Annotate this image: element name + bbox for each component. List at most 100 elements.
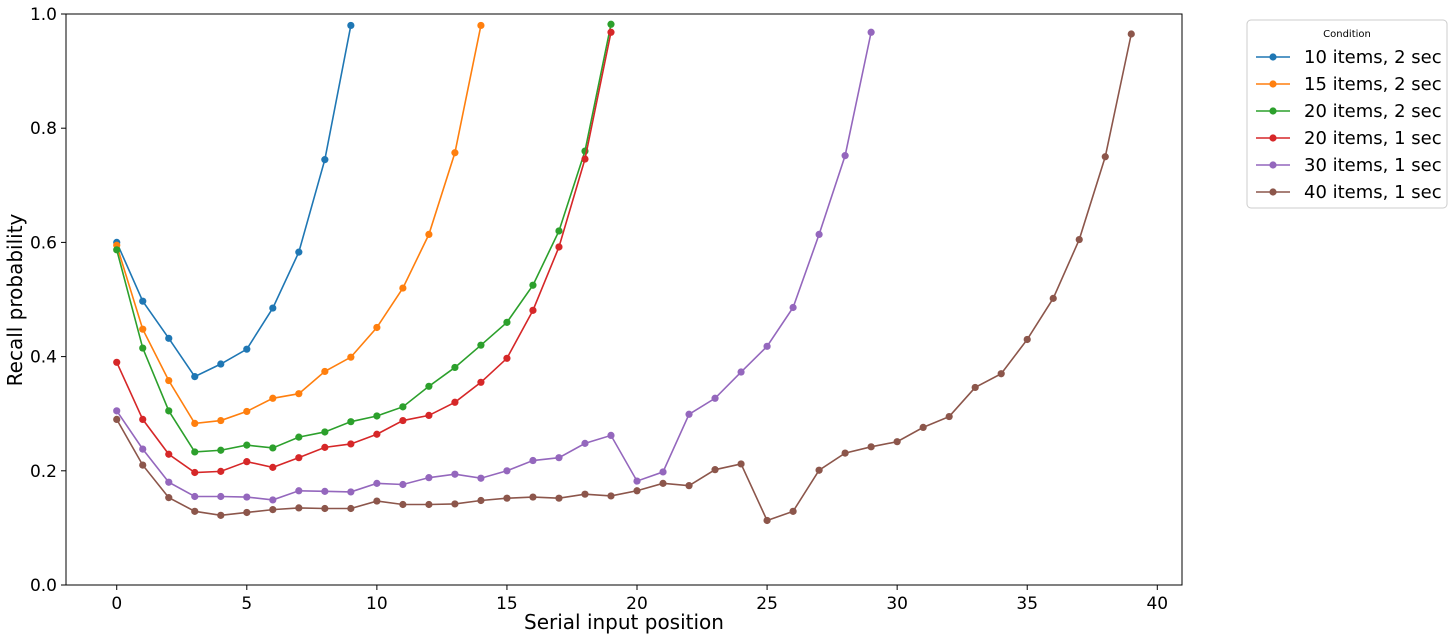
series-line <box>116 33 1133 522</box>
data-point <box>295 487 303 495</box>
data-point <box>425 382 433 390</box>
data-point <box>789 507 797 515</box>
x-tick-label: 15 <box>496 594 518 614</box>
data-point <box>295 390 303 398</box>
data-point <box>477 21 485 30</box>
data-point <box>165 334 173 342</box>
legend-entry: 30 items, 1 sec <box>1256 155 1442 176</box>
data-point <box>191 468 199 477</box>
data-point <box>789 303 797 312</box>
data-point <box>373 430 381 438</box>
y-tick-label: 0.4 <box>30 348 57 368</box>
data-point <box>269 463 277 471</box>
data-point <box>399 403 407 411</box>
data-point <box>581 439 589 447</box>
legend-marker <box>1269 161 1277 169</box>
data-point <box>165 407 173 415</box>
data-point <box>659 468 667 476</box>
data-point <box>815 230 823 239</box>
data-point <box>295 454 303 462</box>
data-point <box>945 412 953 421</box>
data-point <box>191 507 199 515</box>
data-point <box>1049 294 1057 302</box>
series <box>113 30 1135 525</box>
legend-label: 30 items, 1 sec <box>1304 155 1442 176</box>
data-point <box>607 28 615 36</box>
data-point <box>243 407 251 416</box>
data-point <box>269 444 277 452</box>
x-axis-label: Serial input position <box>524 610 724 634</box>
data-point <box>295 248 303 256</box>
series <box>113 21 485 428</box>
data-point <box>217 416 225 425</box>
data-point <box>529 306 537 314</box>
data-point <box>711 466 719 474</box>
y-axis-label: Recall probability <box>3 213 27 386</box>
data-point <box>399 284 407 292</box>
series-layer <box>113 20 1135 525</box>
data-point <box>321 156 329 164</box>
y-tick-label: 0.6 <box>30 233 57 253</box>
data-point <box>555 494 563 502</box>
data-point <box>217 492 225 501</box>
data-point <box>243 345 251 353</box>
series <box>113 28 615 477</box>
data-point <box>347 504 355 513</box>
series <box>113 20 615 456</box>
data-point <box>139 415 147 424</box>
data-point <box>347 353 355 361</box>
data-point <box>685 410 693 418</box>
data-point <box>451 149 459 157</box>
data-point <box>451 363 459 372</box>
x-tick-label: 40 <box>1146 594 1168 614</box>
data-point <box>347 488 355 496</box>
data-point <box>633 477 641 485</box>
data-point <box>477 378 485 386</box>
x-tick-label: 30 <box>886 594 908 614</box>
data-point <box>165 494 173 502</box>
data-point <box>165 376 173 385</box>
data-point <box>321 487 329 495</box>
x-tick-label: 35 <box>1016 594 1038 614</box>
data-point <box>477 341 485 349</box>
data-point <box>269 394 277 402</box>
y-tick-label: 0.2 <box>30 462 57 482</box>
data-point <box>815 466 823 474</box>
data-point <box>321 367 329 376</box>
data-point <box>529 493 537 501</box>
legend-frame <box>1246 19 1448 209</box>
data-point <box>399 416 407 425</box>
data-point <box>1023 335 1031 344</box>
x-tick-label: 5 <box>241 594 252 614</box>
data-point <box>399 500 407 509</box>
data-point <box>763 342 771 350</box>
data-point <box>373 479 381 487</box>
x-tick-label: 10 <box>366 594 388 614</box>
data-point <box>607 431 615 439</box>
legend: Condition 10 items, 2 sec 15 items, 2 sec… <box>1246 19 1448 209</box>
data-point <box>633 487 641 495</box>
data-point <box>503 494 511 502</box>
data-point <box>113 407 121 415</box>
legend-label: 20 items, 1 sec <box>1304 128 1442 149</box>
data-point <box>893 438 901 446</box>
data-point <box>529 456 537 465</box>
data-point <box>503 318 511 326</box>
data-point <box>217 467 225 475</box>
legend-marker <box>1269 80 1277 88</box>
data-point <box>295 504 303 512</box>
plot-frame <box>65 13 1183 586</box>
data-point <box>451 470 459 478</box>
legend-label: 20 items, 2 sec <box>1304 101 1442 122</box>
legend-marker <box>1269 53 1277 61</box>
data-point <box>165 478 173 486</box>
data-point <box>555 227 563 235</box>
data-point <box>321 504 329 513</box>
data-point <box>217 360 225 368</box>
data-point <box>113 246 121 254</box>
data-point <box>321 443 329 451</box>
data-point <box>555 454 563 462</box>
data-point <box>425 474 433 482</box>
data-point <box>451 398 459 406</box>
data-point <box>321 428 329 436</box>
